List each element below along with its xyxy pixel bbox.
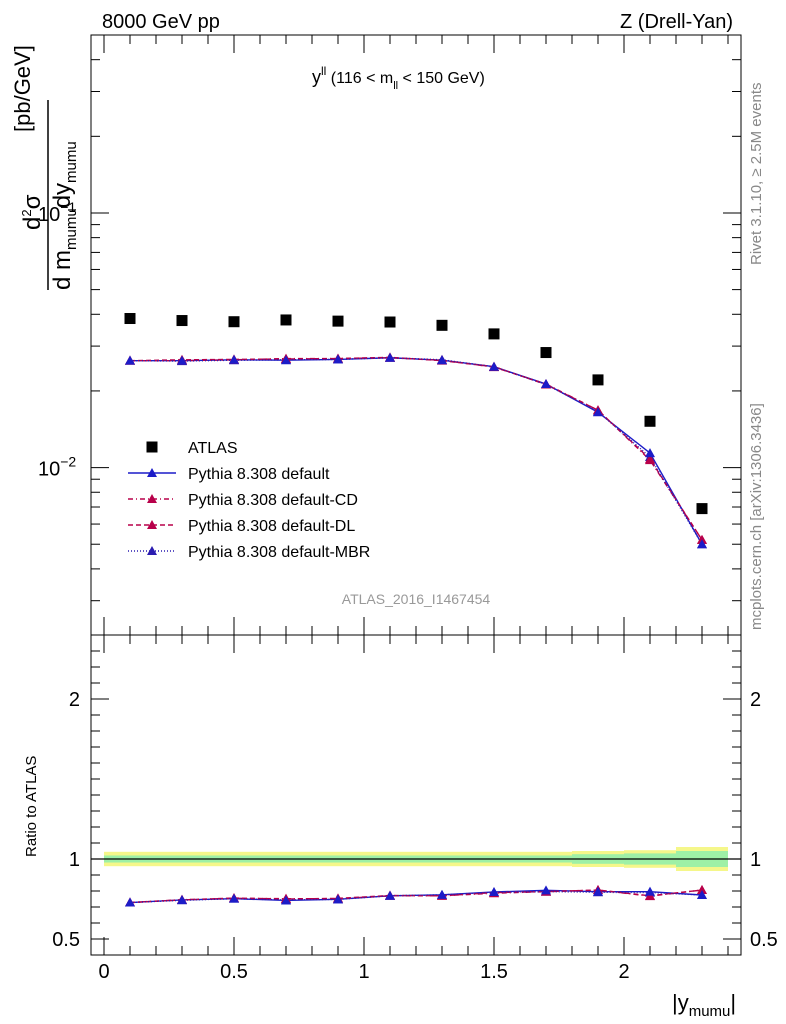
x-label-sub: mumu <box>689 1003 731 1020</box>
series-marker <box>697 539 707 549</box>
legend-label: Pythia 8.308 default-MBR <box>188 544 370 561</box>
legend-marker <box>147 494 157 503</box>
data-point <box>124 313 136 325</box>
ratio-tick-label-left: 2 <box>69 689 80 711</box>
series-marker <box>177 355 187 365</box>
data-point <box>488 328 500 340</box>
legend-label: Pythia 8.308 default <box>188 466 330 483</box>
ratio-tick-label-left: 1 <box>69 849 80 871</box>
y-label-units: [pb/GeV] <box>10 45 35 132</box>
series-marker <box>593 407 603 417</box>
legend-marker <box>147 468 157 477</box>
plot-title-sub: ll <box>393 80 398 92</box>
data-point <box>384 316 396 328</box>
series-marker <box>489 361 499 371</box>
ratio-tick-label-left: 0.5 <box>52 929 80 951</box>
ratio-series <box>125 885 707 907</box>
x-axis-label: |ymumu| <box>672 990 736 1020</box>
series-marker <box>541 378 551 388</box>
ratio-series-marker <box>645 886 655 896</box>
ratio-series-marker <box>281 895 291 905</box>
legend-marker <box>147 520 157 529</box>
x-label-main: |y <box>672 990 689 1015</box>
x-tick-label: 2 <box>618 961 629 983</box>
plot-title-main: y <box>312 67 321 87</box>
legend: ATLAS Pythia 8.308 default Pythia 8.308 de… <box>128 440 370 561</box>
data-points <box>124 313 708 515</box>
series-marker <box>645 455 655 465</box>
ratio-series-marker <box>333 894 343 904</box>
plot-title-rest1: (116 < m <box>326 70 393 87</box>
y-label-denominator: d mmumudymumu <box>49 141 80 290</box>
y-axis-label: d2σ d mmumudymumu [pb/GeV] <box>10 45 80 290</box>
data-point <box>540 347 552 359</box>
ratio-series-marker <box>593 886 603 896</box>
x-axis-ticks: 0 0.5 1 1.5 2 <box>98 35 729 983</box>
ratio-series-marker <box>697 890 707 899</box>
analysis-label: ATLAS_2016_I1467454 <box>342 591 491 607</box>
legend-label: Pythia 8.308 default-DL <box>188 518 355 535</box>
ratio-series-line <box>129 889 703 904</box>
ratio-series-marker <box>541 885 551 895</box>
series-marker <box>333 354 343 364</box>
ratio-y-label: Ratio to ATLAS <box>23 756 40 857</box>
series-marker <box>385 352 395 362</box>
series-marker <box>645 448 655 458</box>
ratio-series-marker <box>437 889 447 899</box>
y-tick-label: 10−1 <box>38 199 76 226</box>
ratio-series-marker <box>489 886 499 896</box>
data-point <box>176 315 188 327</box>
data-point <box>644 415 656 427</box>
series-marker <box>125 355 135 365</box>
ratio-series-marker <box>177 894 187 904</box>
ratio-panel-frame <box>90 634 742 956</box>
data-point <box>592 374 604 386</box>
plot-title: yll (116 < mll < 150 GeV) <box>312 64 485 92</box>
x-tick-label: 1.5 <box>480 961 508 983</box>
y-label-numerator: d2σ <box>19 194 46 230</box>
main-series <box>125 352 707 549</box>
series-line <box>129 357 703 545</box>
data-point <box>436 319 448 331</box>
x-tick-label: 1 <box>358 961 369 983</box>
data-point <box>280 314 292 326</box>
header-left: 8000 GeV pp <box>102 11 220 33</box>
ratio-tick-label-right: 1 <box>750 849 761 871</box>
x-tick-label: 0 <box>98 961 109 983</box>
data-point <box>228 316 240 328</box>
ratio-series-marker <box>125 897 135 907</box>
plot-title-sup: ll <box>321 64 326 78</box>
ratio-series-marker <box>697 885 707 895</box>
main-axis-ticks: 10−1 10−2 <box>38 34 741 602</box>
data-point <box>332 315 344 327</box>
x-tick-label: 0.5 <box>220 961 248 983</box>
legend-marker <box>147 546 157 555</box>
legend-data-marker <box>146 441 158 453</box>
header-right: Z (Drell-Yan) <box>620 11 733 33</box>
plot-title-rest2: < 150 GeV) <box>398 70 485 87</box>
ratio-series-line <box>129 890 703 904</box>
ratio-series-marker <box>229 893 239 903</box>
mcplots-label: mcplots.cern.ch [arXiv:1306.3436] <box>748 403 765 630</box>
series-marker <box>437 355 447 365</box>
data-point <box>696 503 708 515</box>
legend-label: Pythia 8.308 default-CD <box>188 492 358 509</box>
x-label-end: | <box>730 990 736 1015</box>
series-marker <box>281 355 291 365</box>
ratio-axis-ticks: 0.5 0.5 1 1 2 2 <box>52 650 778 951</box>
ratio-series-marker <box>385 890 395 900</box>
legend-label: ATLAS <box>188 440 238 457</box>
y-tick-label: 10−2 <box>38 454 76 481</box>
series-marker <box>229 354 239 364</box>
rivet-label: Rivet 3.1.10, ≥ 2.5M events <box>748 83 765 266</box>
ratio-tick-label-right: 2 <box>750 689 761 711</box>
ratio-tick-label-right: 0.5 <box>750 929 778 951</box>
